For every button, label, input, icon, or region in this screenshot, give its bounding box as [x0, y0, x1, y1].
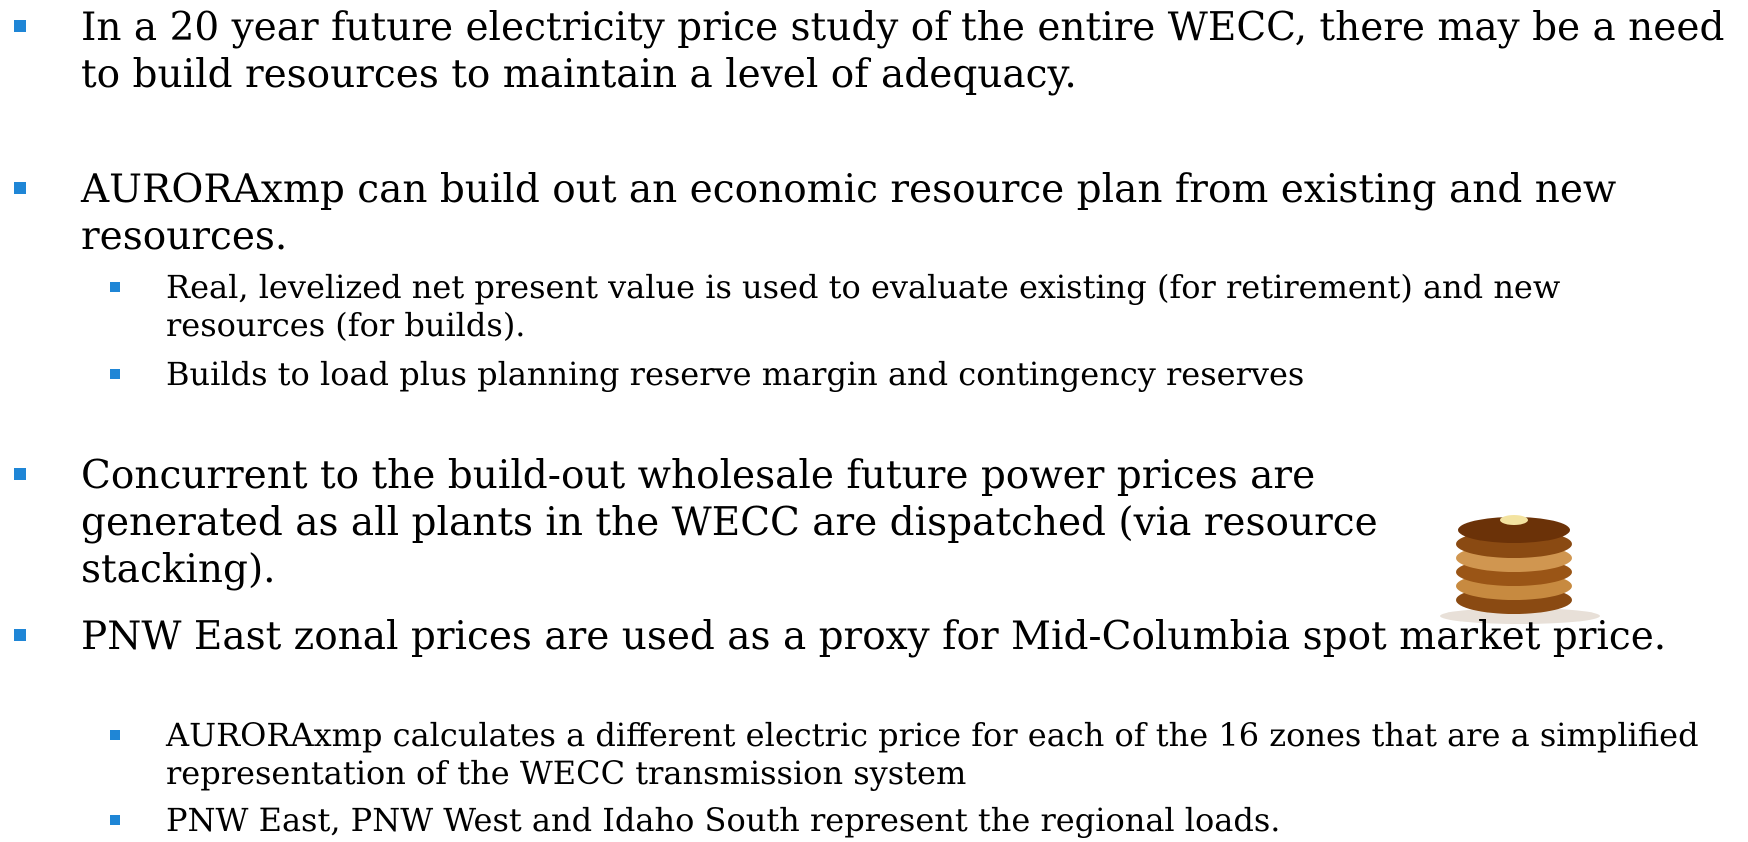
sub-bullet-text: PNW East, PNW West and Idaho South repre… [166, 801, 1281, 839]
bullet-text: AURORAxmp can build out an economic reso… [81, 167, 1617, 259]
pancake-image [1440, 515, 1600, 624]
sub-bullet-text: Builds to load plus planning reserve mar… [166, 355, 1305, 393]
bullet-text: Concurrent to the build-out wholesale fu… [81, 453, 1378, 592]
sub-bullet: Builds to load plus planning reserve mar… [110, 355, 1726, 393]
sub-bullet-text: AURORAxmp calculates a different electri… [166, 716, 1699, 792]
sub-bullet: Real, levelized net present value is use… [110, 268, 1726, 344]
bullet: PNW East zonal prices are used as a prox… [14, 613, 1741, 660]
sub-bullet: PNW East, PNW West and Idaho South repre… [110, 801, 1726, 839]
bullet: In a 20 year future electricity price st… [14, 4, 1741, 98]
sub-bullet: AURORAxmp calculates a different electri… [110, 716, 1726, 792]
bullet: Concurrent to the build-out wholesale fu… [14, 452, 1421, 593]
bullet-text: PNW East zonal prices are used as a prox… [81, 614, 1667, 659]
sub-bullet-text: Real, levelized net present value is use… [166, 268, 1561, 344]
bullet: AURORAxmp can build out an economic reso… [14, 166, 1741, 260]
bullet-text: In a 20 year future electricity price st… [81, 5, 1725, 97]
